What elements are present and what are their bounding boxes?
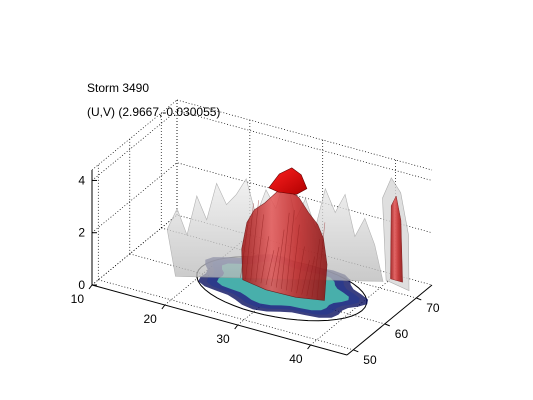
core-striation bbox=[316, 222, 326, 299]
gridline-floor-x bbox=[91, 214, 178, 286]
box-edge bbox=[91, 99, 178, 171]
core-striation bbox=[286, 210, 295, 291]
x-tick-mark bbox=[88, 284, 93, 290]
y-tick-label: 50 bbox=[363, 353, 377, 367]
y-tick-mark bbox=[384, 323, 390, 327]
core-striation bbox=[240, 220, 249, 278]
red-core-surface bbox=[241, 189, 328, 301]
x-axis-line bbox=[91, 284, 348, 356]
core-striation bbox=[270, 246, 280, 287]
core-striation bbox=[250, 200, 259, 281]
core-striation bbox=[306, 256, 315, 297]
x-tick-label: 40 bbox=[289, 352, 303, 366]
core-striation bbox=[260, 236, 270, 284]
x-tick-mark bbox=[234, 324, 239, 330]
x-tick-mark bbox=[161, 304, 166, 310]
core-striation bbox=[291, 224, 300, 292]
x-tick-label: 20 bbox=[143, 312, 157, 326]
x-tick-mark bbox=[307, 344, 311, 350]
core-striation bbox=[255, 214, 264, 282]
tick-labels: 10 20 30 40 50 60 70 0 2 4 bbox=[71, 173, 440, 366]
storm-surfaces bbox=[166, 167, 410, 322]
core-striation bbox=[311, 239, 321, 298]
z-tick-label: 2 bbox=[78, 226, 85, 240]
core-striation bbox=[281, 212, 290, 289]
x-tick-label: 30 bbox=[216, 332, 230, 346]
gridline-floor-y bbox=[98, 279, 354, 351]
z-tick-label: 4 bbox=[78, 173, 85, 187]
core-striation bbox=[265, 250, 275, 285]
gridline-z bbox=[91, 162, 433, 234]
gridline-floor-x bbox=[310, 274, 396, 346]
gridline-z bbox=[91, 110, 433, 181]
core-striation bbox=[245, 203, 254, 280]
plot-subtitle: (U,V) (2.9667,-0.030055) bbox=[87, 105, 221, 119]
x-tick-label: 10 bbox=[71, 292, 85, 306]
y-tick-label: 70 bbox=[426, 301, 440, 315]
y-tick-mark bbox=[416, 297, 422, 301]
core-striation bbox=[301, 260, 310, 295]
core-striation bbox=[275, 229, 285, 288]
box-edge bbox=[176, 99, 433, 171]
y-tick-mark bbox=[353, 349, 359, 353]
z-tick-label: 0 bbox=[78, 278, 85, 292]
gridline-floor-x bbox=[237, 254, 323, 326]
red-cap bbox=[268, 167, 308, 195]
y-tick-label: 60 bbox=[395, 327, 409, 341]
core-striation bbox=[296, 246, 305, 294]
red-tower bbox=[390, 195, 403, 283]
plot-title: Storm 3490 bbox=[87, 81, 150, 95]
axes bbox=[88, 170, 433, 356]
y-axis-line bbox=[346, 284, 433, 356]
gridline-floor-x bbox=[164, 234, 251, 306]
